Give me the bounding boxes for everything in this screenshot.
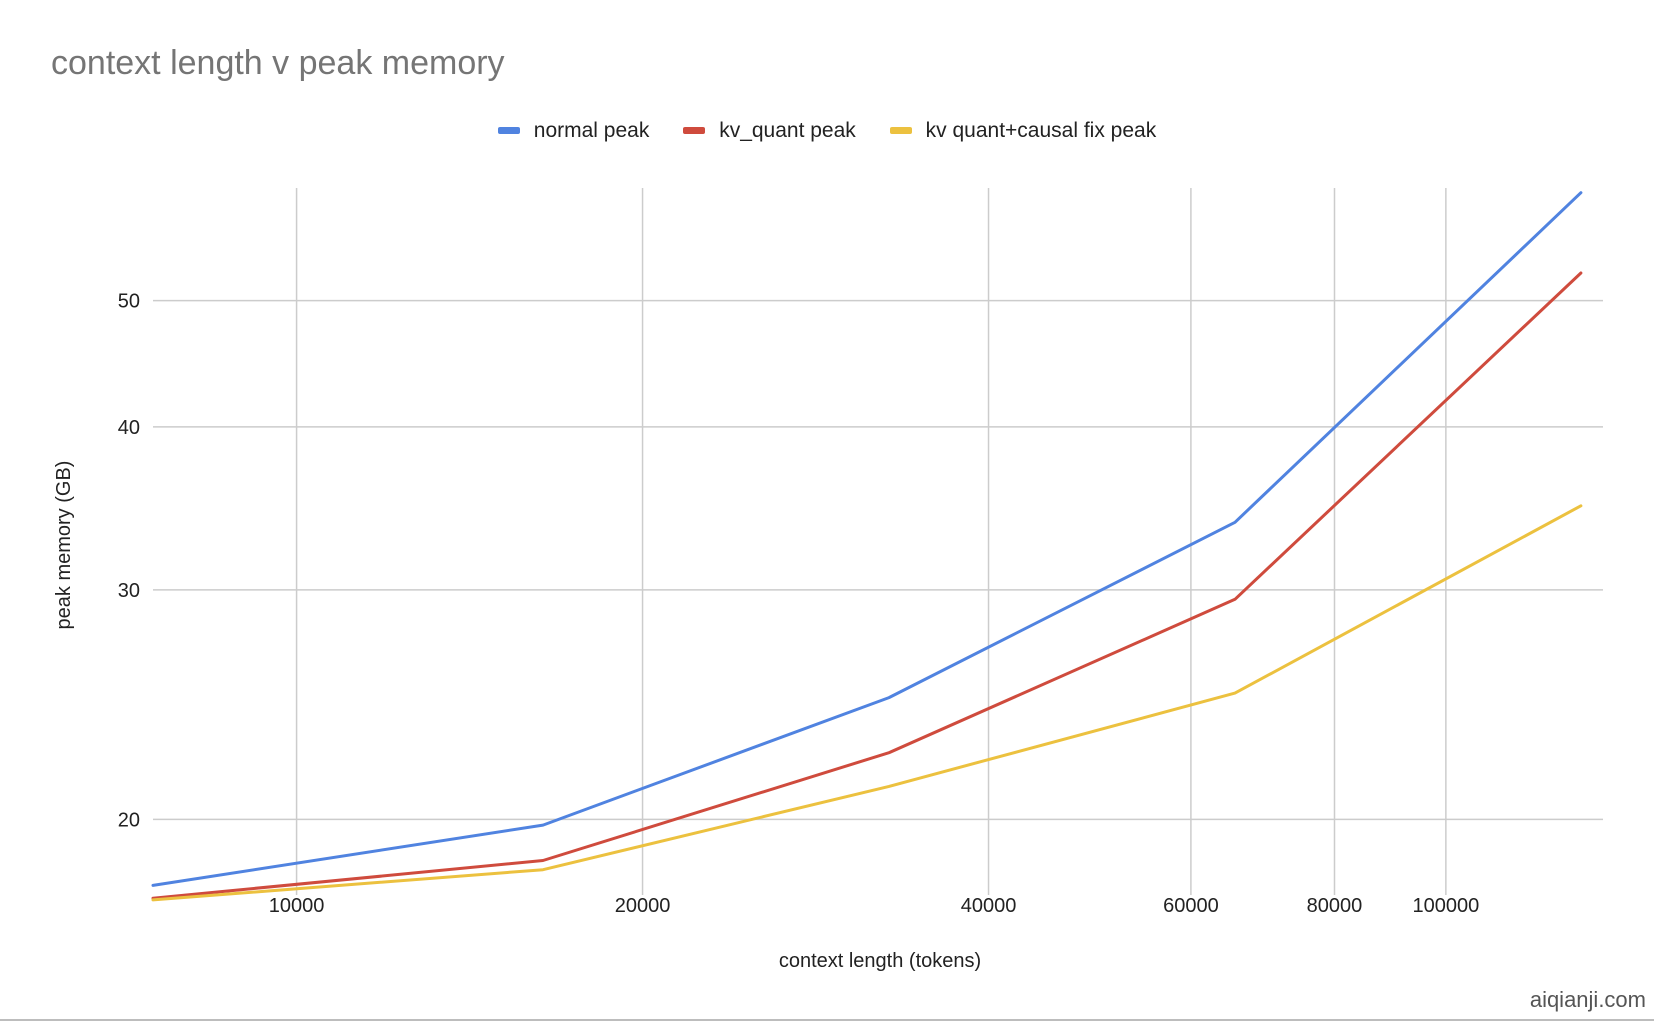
y-tick-label: 50 — [118, 291, 140, 313]
x-tick-label: 100000 — [1412, 895, 1479, 917]
series-lines — [151, 191, 1583, 902]
legend-swatch-normal-peak — [497, 127, 520, 134]
legend-item-kv-quant-causal-fix-peak[interactable]: kv quant+causal fix peak — [889, 118, 1157, 143]
legend-label-normal-peak: normal peak — [533, 118, 650, 142]
y-axis-ticks: 20 30 40 50 — [118, 291, 140, 832]
series-line-kv-quant-causal-fix-peak — [151, 504, 1583, 902]
y-tick-label: 30 — [118, 580, 140, 602]
x-axis-label: context length (tokens) — [779, 950, 981, 972]
legend: normal peak kv_quant peak kv quant+causa… — [0, 116, 1654, 143]
x-tick-label: 60000 — [1163, 895, 1219, 917]
y-tick-label: 20 — [118, 809, 140, 831]
legend-item-normal-peak[interactable]: normal peak — [497, 118, 650, 143]
x-tick-label: 80000 — [1307, 895, 1363, 917]
legend-label-kv-quant-peak: kv_quant peak — [719, 118, 856, 142]
x-tick-label: 20000 — [615, 895, 671, 917]
y-axis-label: peak memory (GB) — [53, 461, 75, 630]
watermark-text: aiqianji.com — [1529, 987, 1646, 1012]
x-tick-label: 40000 — [961, 895, 1017, 917]
x-axis-ticks: 10000 20000 40000 60000 80000 100000 — [269, 895, 1479, 917]
legend-item-kv-quant-peak[interactable]: kv_quant peak — [683, 119, 856, 143]
chart-title: context length v peak memory — [51, 44, 505, 82]
gridlines — [153, 188, 1603, 895]
legend-swatch-kv-quant-causal-fix-peak — [889, 127, 912, 134]
legend-label-kv-quant-causal-fix-peak: kv quant+causal fix peak — [925, 118, 1157, 142]
y-tick-label: 40 — [118, 417, 140, 439]
series-line-normal-peak — [151, 191, 1583, 887]
bottom-divider — [0, 1019, 1654, 1021]
x-tick-label: 10000 — [269, 895, 325, 917]
series-line-kv-quant-peak — [151, 271, 1583, 900]
legend-swatch-kv-quant-peak — [683, 127, 706, 134]
